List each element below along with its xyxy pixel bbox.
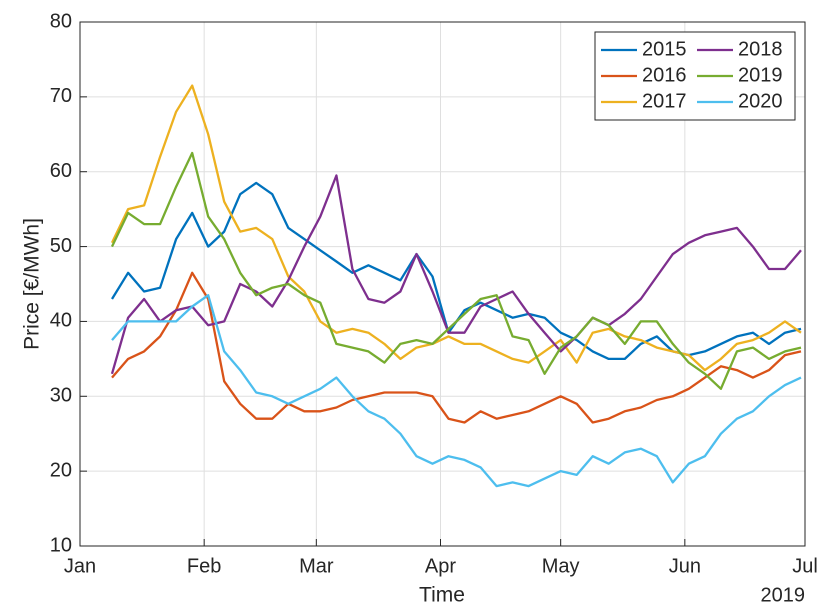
- y-tick-label: 80: [50, 10, 72, 32]
- y-tick-label: 40: [50, 310, 72, 332]
- x-tick-label: Mar: [299, 555, 334, 577]
- x-tick-label: Apr: [425, 555, 456, 577]
- series-line: [111, 294, 802, 488]
- x-axis-label: Time: [419, 584, 465, 607]
- y-tick-label: 60: [50, 160, 72, 182]
- y-tick-label: 70: [50, 85, 72, 107]
- x-secondary-label: 2019: [761, 584, 806, 606]
- legend-label: 2015: [642, 38, 687, 60]
- legend-label: 2019: [738, 64, 783, 86]
- series-line: [110, 84, 802, 372]
- legend-label: 2020: [738, 90, 783, 112]
- legend-label: 2018: [738, 38, 783, 60]
- x-tick-label: Jan: [64, 555, 96, 577]
- legend-label: 2017: [642, 90, 687, 112]
- series-line: [111, 271, 802, 424]
- y-tick-label: 10: [50, 534, 72, 556]
- y-tick-label: 30: [50, 385, 72, 407]
- y-tick-label: 20: [50, 459, 72, 481]
- x-tick-label: Jun: [669, 555, 701, 577]
- legend: 2015 2016 2017 2018 2019 2020: [594, 31, 796, 121]
- x-tick-label: Feb: [187, 555, 221, 577]
- x-tick-label: May: [542, 555, 580, 577]
- y-axis-label: Price [€/MWh]: [21, 218, 44, 350]
- series-line: [110, 174, 802, 375]
- series-line: [110, 151, 802, 390]
- axes-box: [79, 21, 806, 547]
- legend-label: 2016: [642, 64, 687, 86]
- y-tick-label: 50: [50, 235, 72, 257]
- x-tick-label: Jul: [792, 555, 818, 577]
